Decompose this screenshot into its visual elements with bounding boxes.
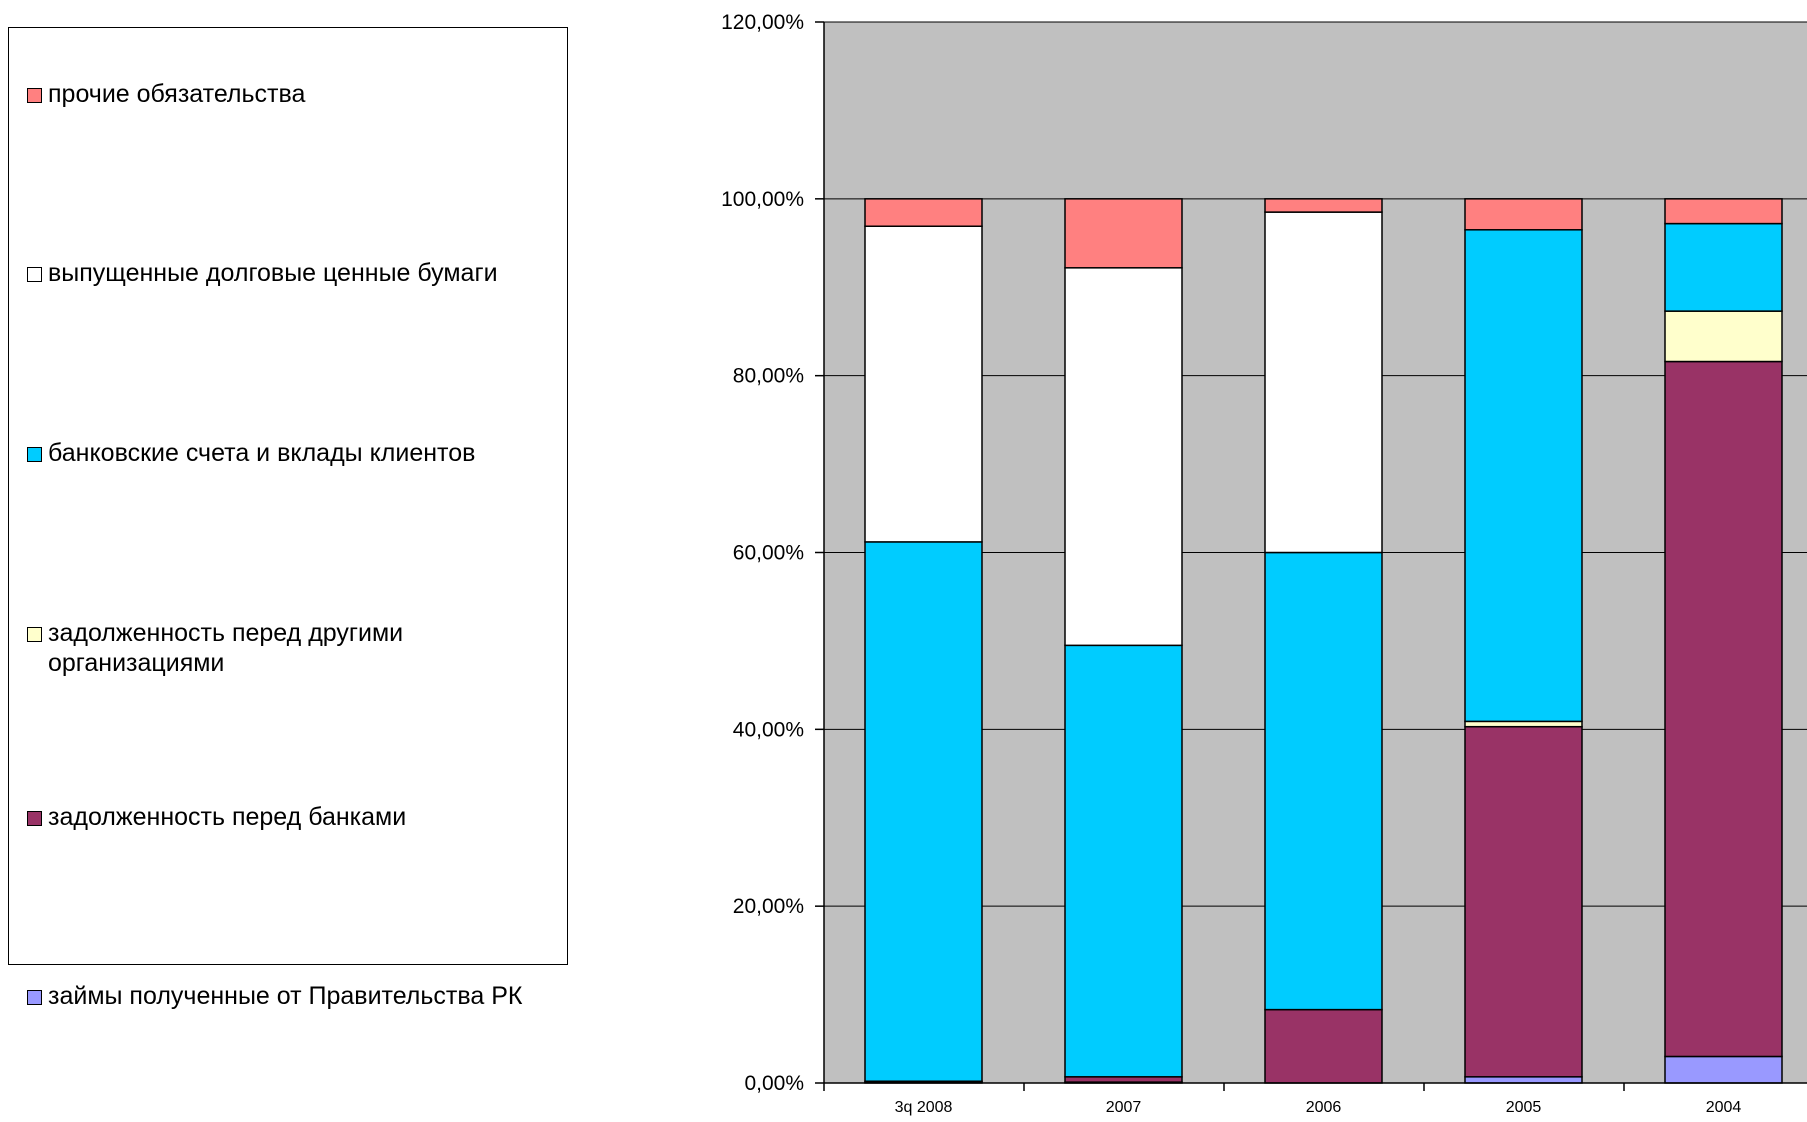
x-tick-label: 2007 xyxy=(1106,1099,1142,1116)
legend-item: займы полученные от Правительства РК xyxy=(27,981,553,1011)
legend-label: банковские счета и вклады клиентов xyxy=(48,439,476,467)
legend-item: задолженность перед другими организациям… xyxy=(27,618,553,678)
bar-segment xyxy=(864,541,983,1082)
x-tick-label: 2005 xyxy=(1506,1099,1542,1116)
legend: прочие обязательства выпущенные долговые … xyxy=(8,27,568,1010)
bar-segment xyxy=(864,225,983,543)
x-tick-label: 2004 xyxy=(1706,1099,1742,1116)
legend-item: задолженность перед банками xyxy=(27,802,553,832)
legend-label: прочие обязательства xyxy=(48,80,306,108)
legend-swatch xyxy=(27,990,42,1005)
legend-swatch xyxy=(27,811,42,826)
legend-item: выпущенные долговые ценные бумаги xyxy=(27,258,553,288)
bar-segment xyxy=(1664,198,1783,225)
bar-segment xyxy=(1464,720,1583,728)
bar-segment xyxy=(1264,211,1383,554)
bar-segment xyxy=(1464,725,1583,1078)
legend-item: банковские счета и вклады клиентов xyxy=(27,438,553,468)
bar-segment xyxy=(1464,198,1583,231)
bar-segment xyxy=(1264,551,1383,1011)
legend-swatch xyxy=(27,447,42,462)
bar-segment xyxy=(1264,1008,1383,1084)
legend-label: займы полученные от Правительства РК xyxy=(48,982,523,1010)
legend-label: задолженность перед другими организациям… xyxy=(48,619,404,677)
y-tick-label: 20,00% xyxy=(733,895,804,918)
bar-segment xyxy=(1464,229,1583,723)
bar-segment xyxy=(1664,360,1783,1058)
y-tick-label: 80,00% xyxy=(733,365,804,388)
bar-segment xyxy=(1464,1076,1583,1084)
bar-segment xyxy=(1064,198,1183,269)
bar-segment xyxy=(1064,644,1183,1078)
y-tick-label: 40,00% xyxy=(733,718,804,741)
y-tick-label: 60,00% xyxy=(733,542,804,565)
y-tick-label: 120,00% xyxy=(721,11,804,34)
x-tick-label: 3q 2008 xyxy=(895,1099,953,1116)
legend-swatch xyxy=(27,88,42,103)
legend-swatch xyxy=(27,267,42,282)
bar-segment xyxy=(1664,310,1783,363)
legend-swatch xyxy=(27,627,42,642)
legend-item: прочие обязательства xyxy=(27,79,553,109)
bar-segment xyxy=(1064,267,1183,647)
bar-segment xyxy=(1664,222,1783,312)
x-tick-label: 2006 xyxy=(1306,1099,1342,1116)
y-tick-label: 0,00% xyxy=(744,1072,804,1095)
bar-segment xyxy=(1064,1076,1183,1083)
legend-label: задолженность перед банками xyxy=(48,803,407,831)
bar-segment xyxy=(1264,198,1383,213)
bar-segment xyxy=(864,198,983,227)
bar-segment xyxy=(1664,1055,1783,1084)
y-tick-label: 100,00% xyxy=(721,188,804,211)
legend-label: выпущенные долговые ценные бумаги xyxy=(48,259,498,287)
